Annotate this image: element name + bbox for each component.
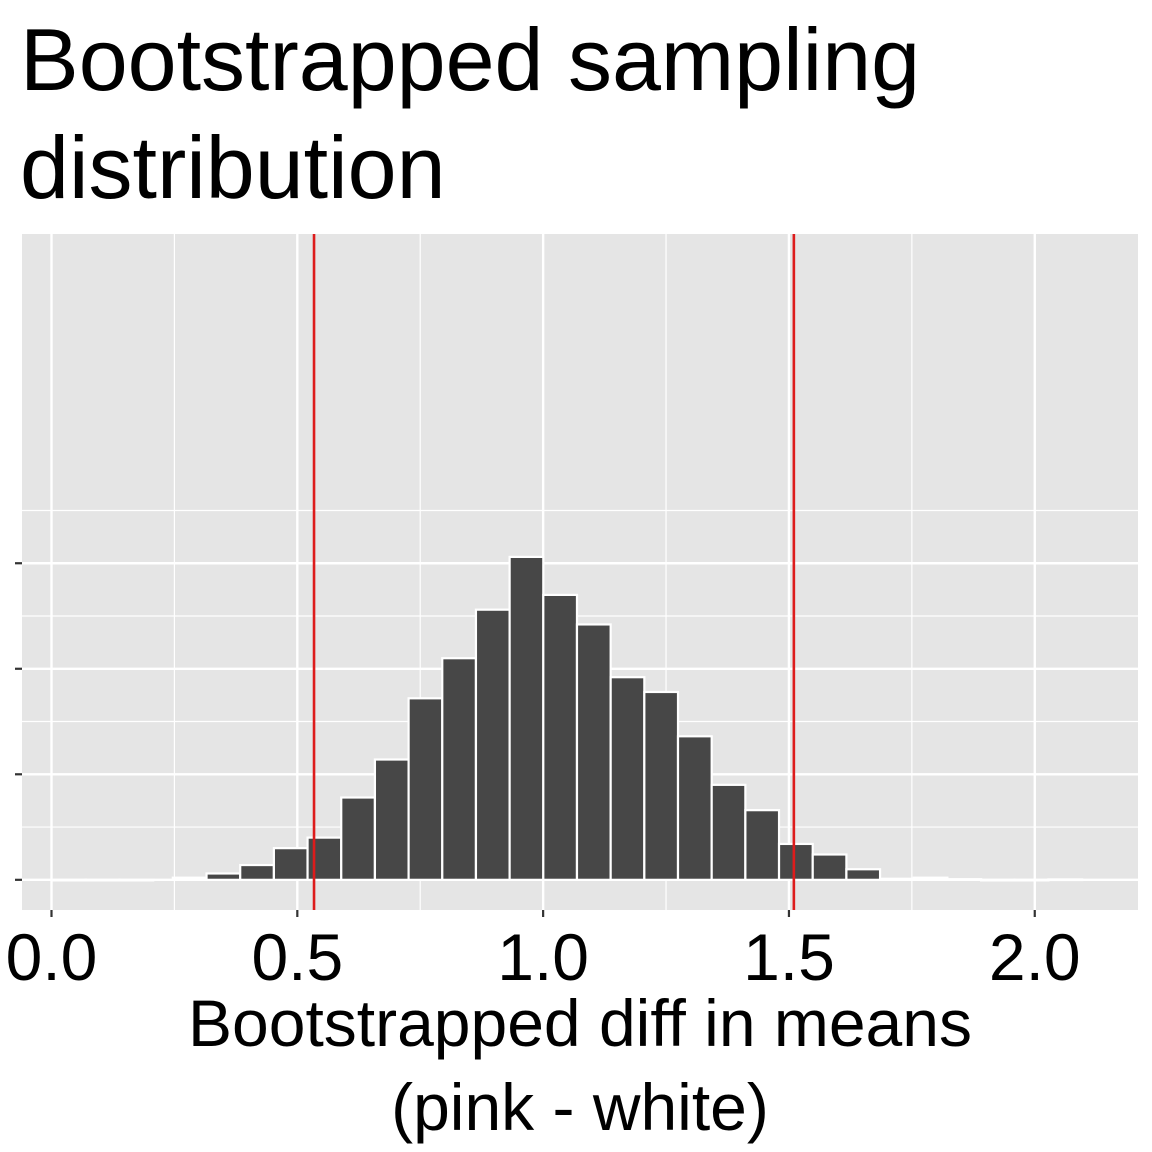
y-axis-ticks [15,562,22,881]
chart-title-line-1: Bootstrapped sampling [20,10,920,109]
histogram-bar [643,690,680,881]
histogram-bar [205,872,242,881]
histogram-bar [441,657,478,881]
chart-title-line-2: distribution [20,118,446,217]
histogram-bar [676,735,713,881]
histogram-bar [171,876,208,881]
histogram-bar [542,593,579,881]
histogram-bar [474,608,511,881]
histogram-bar [979,878,1016,882]
x-axis-ticks [50,910,1036,917]
histogram-bar [239,863,275,881]
x-tick-label: 2.0 [989,920,1081,994]
x-tick-label: 0.5 [251,920,343,994]
histogram-bar [51,878,87,882]
histogram-bar [407,697,444,881]
x-tick-label: 1.0 [497,920,589,994]
x-axis-title-line-1: Bootstrapped diff in means [188,986,972,1060]
histogram-bar [710,783,747,881]
histogram-bar [272,847,309,881]
x-tick-label: 0.0 [6,920,98,994]
x-axis-tick-labels: 0.0 0.5 1.0 1.5 2.0 [6,920,1081,994]
x-axis-title-line-2: (pink - white) [391,1070,769,1144]
histogram-bar [373,758,410,881]
histogram-bar [811,853,848,881]
histogram-bar [845,868,882,881]
interval-lines [312,234,796,910]
histogram-bar [946,878,983,881]
histogram-bar [744,809,781,881]
histogram-bar [878,877,915,881]
x-tick-label: 1.5 [743,920,835,994]
histogram-bar [777,842,814,881]
histogram-bar [1047,878,1084,882]
histogram-bar [609,676,646,881]
histogram-bar [118,878,155,882]
histogram-bar [340,796,377,881]
histogram-bar [84,878,121,882]
histogram-bar [1013,878,1050,882]
histogram-bar [575,623,612,881]
histogram-bar [306,836,343,881]
histogram-bar [508,555,545,881]
histogram-bars [51,555,1084,882]
histogram-bar [912,876,949,881]
